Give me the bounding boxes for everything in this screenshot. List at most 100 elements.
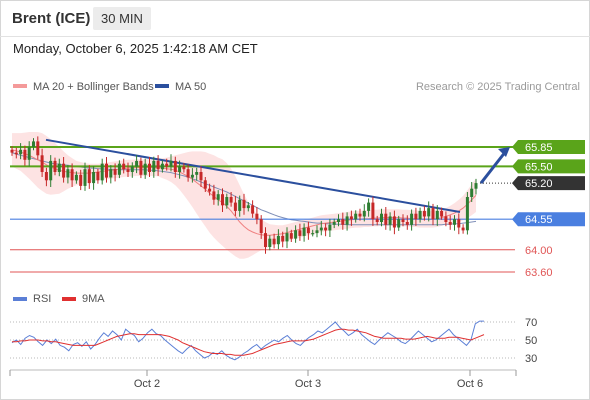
rsi-legend-swatch — [13, 297, 27, 301]
candle — [324, 223, 328, 237]
timeframe-button[interactable]: 30 MIN — [93, 7, 151, 30]
candle — [62, 157, 66, 183]
candle — [208, 183, 212, 196]
level-tag-resistance: 65.85 — [512, 140, 585, 154]
candle — [195, 167, 199, 181]
candle — [315, 225, 319, 238]
candle — [294, 225, 298, 243]
candle — [302, 223, 306, 242]
candle — [401, 214, 405, 227]
candle — [135, 155, 139, 174]
ma50-legend-label: MA 50 — [175, 81, 206, 93]
candle — [259, 215, 263, 239]
candle — [10, 146, 14, 156]
rsi-tick-label: 30 — [525, 353, 537, 365]
candle — [422, 205, 426, 221]
candle — [96, 168, 100, 184]
rsi-tick-label: 70 — [525, 317, 537, 329]
rsi-legend-label: RSI — [33, 293, 51, 305]
candle — [122, 158, 126, 174]
rsi-grid — [10, 321, 516, 359]
candle — [384, 207, 388, 230]
candle — [160, 160, 164, 173]
candle — [255, 207, 259, 225]
candle — [414, 207, 418, 226]
candle — [457, 213, 461, 235]
candle — [337, 214, 340, 227]
candle — [238, 195, 242, 217]
bollinger-legend-swatch — [13, 84, 27, 88]
rsi-line — [11, 320, 484, 361]
candle — [182, 163, 186, 173]
candle — [148, 157, 151, 177]
candle — [117, 160, 121, 179]
candle — [44, 167, 48, 187]
bollinger-legend-label: MA 20 + Bollinger Bands — [33, 81, 154, 93]
candle — [448, 215, 452, 230]
candle — [186, 164, 190, 182]
candle — [281, 231, 285, 248]
level-tag-current: 65.20 — [512, 176, 585, 191]
candle — [251, 200, 255, 218]
candle — [276, 229, 280, 250]
rsi-panel: 70 50 30 — [10, 317, 537, 365]
level-label-support: 64.00 — [525, 245, 553, 257]
candle — [178, 160, 182, 179]
candle — [19, 143, 23, 160]
candle — [79, 169, 83, 191]
candle — [169, 154, 173, 172]
price-levels — [10, 146, 515, 273]
candle — [221, 188, 224, 212]
candle — [229, 192, 233, 207]
candle — [36, 136, 40, 160]
candle — [212, 184, 216, 205]
level-label-resistance: 65.50 — [525, 161, 553, 173]
price-level-labels: 65.85 65.50 65.20 64.55 64.00 63.60 — [512, 140, 585, 279]
projection — [479, 147, 510, 185]
instrument-title: Brent (ICE) — [12, 10, 91, 27]
candle — [156, 155, 160, 176]
candle — [345, 212, 349, 231]
candle — [190, 168, 194, 183]
candle — [216, 190, 220, 206]
timestamp: Monday, October 6, 2025 1:42:18 AM CET — [13, 41, 258, 56]
candle — [83, 162, 87, 191]
candle — [74, 171, 78, 184]
x-axis-label: Oct 6 — [457, 378, 483, 390]
level-tag-pivot: 64.55 — [512, 212, 585, 227]
candle — [105, 157, 108, 183]
candle — [173, 156, 177, 178]
candle — [109, 165, 113, 184]
candle — [40, 148, 44, 177]
candle — [440, 207, 444, 220]
candle — [233, 195, 237, 216]
candle — [354, 210, 358, 223]
candle — [341, 212, 345, 230]
candle — [203, 177, 207, 192]
projection-arrow-shaft — [479, 150, 508, 185]
projection-arrow-head — [498, 147, 510, 157]
candle — [298, 223, 302, 241]
candle — [397, 215, 401, 231]
chart-header: Brent (ICE) 30 MIN — [0, 0, 590, 37]
candle — [139, 157, 143, 179]
candle — [311, 229, 315, 237]
candle — [264, 227, 267, 254]
candle — [23, 145, 27, 166]
candle — [405, 215, 409, 230]
level-label-current: 65.20 — [525, 178, 553, 190]
rsi-ma-line — [12, 328, 485, 356]
candle — [306, 221, 310, 240]
candle — [474, 178, 478, 195]
rsi-tick-labels: 70 50 30 — [525, 317, 537, 365]
candle — [375, 215, 379, 226]
level-tag-resistance: 65.50 — [512, 159, 585, 174]
rsi-legend: RSI 9MA — [13, 293, 105, 305]
candle — [332, 218, 336, 229]
candle — [165, 158, 169, 171]
candle — [242, 193, 246, 215]
candle — [32, 138, 35, 151]
candle — [349, 210, 353, 226]
candle — [53, 157, 57, 176]
candle — [380, 208, 383, 227]
